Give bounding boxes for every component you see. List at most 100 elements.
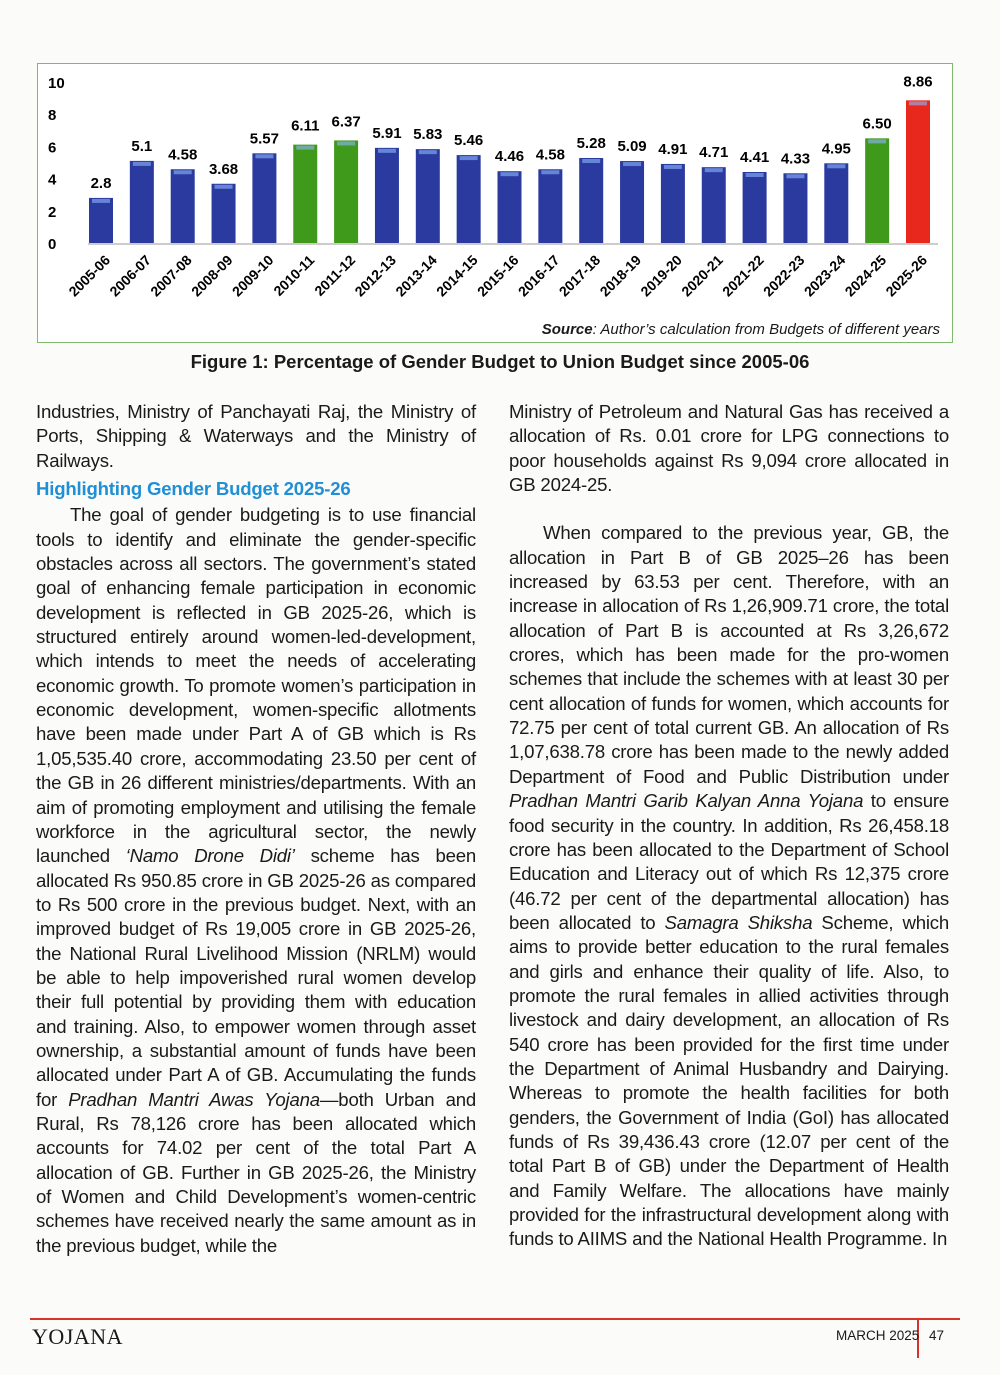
x-tick-label: 2018-19 <box>597 252 645 300</box>
italic-text: Samagra Shiksha <box>664 911 813 933</box>
footer-divider <box>30 1318 960 1320</box>
x-tick-label: 2010-11 <box>270 252 317 299</box>
bar-highlight <box>214 184 233 189</box>
bar-value-label: 4.33 <box>781 150 810 167</box>
left-column: Industries, Ministry of Panchayati Raj, … <box>36 400 476 1258</box>
text-segment: —both Urban and Rural, Rs 78,126 crore h… <box>36 1088 476 1256</box>
bar <box>620 161 645 243</box>
bar-value-label: 5.28 <box>577 135 606 152</box>
x-tick-label: 2015-16 <box>474 252 522 300</box>
bar-value-label: 4.91 <box>658 141 687 158</box>
bar <box>865 138 890 243</box>
x-tick-label: 2005-06 <box>65 252 113 300</box>
bar <box>906 100 930 243</box>
source-label: Source <box>541 321 593 338</box>
bar-highlight <box>582 158 601 163</box>
italic-text: Pradhan Mantri Awas Yojana <box>68 1088 320 1110</box>
bar-value-label: 4.71 <box>699 144 728 161</box>
bar-value-label: 5.09 <box>617 138 646 155</box>
bar <box>497 171 522 243</box>
x-tick-label: 2007-08 <box>147 252 195 300</box>
paragraph: Ministry of Petroleum and Natural Gas ha… <box>509 400 949 497</box>
x-tick-label: 2017-18 <box>556 252 604 300</box>
bar-highlight <box>827 164 846 169</box>
bar-highlight <box>418 150 437 155</box>
bar-value-label: 4.41 <box>740 149 769 166</box>
bar-highlight <box>132 161 151 166</box>
bar-highlight <box>745 172 764 177</box>
bar-value-label: 3.68 <box>209 161 238 178</box>
bar-value-label: 8.86 <box>903 73 932 90</box>
bar <box>783 173 808 243</box>
italic-text: Pradhan Mantri Garib Kalyan Anna Yojana <box>509 790 864 812</box>
section-heading: Highlighting Gender Budget 2025-26 <box>36 478 351 500</box>
x-tick-label: 2006-07 <box>106 252 154 300</box>
y-tick-label: 2 <box>48 204 56 221</box>
x-tick-label: 2022-23 <box>760 252 808 300</box>
bar-highlight <box>786 174 805 179</box>
bar <box>415 149 440 243</box>
bar-highlight <box>459 156 478 161</box>
bar-value-label: 5.83 <box>413 126 442 143</box>
source-text: : Author’s calculation from Budgets of d… <box>592 321 940 338</box>
bar-highlight <box>500 172 519 177</box>
x-tick-label: 2023-24 <box>801 252 849 300</box>
bar <box>538 169 563 243</box>
bar <box>293 144 318 243</box>
text-segment: Industries, Ministry of Panchayati Raj, … <box>36 401 476 471</box>
figure-caption: Figure 1: Percentage of Gender Budget to… <box>190 351 810 372</box>
bar <box>701 167 726 243</box>
bar <box>170 169 195 243</box>
bar-highlight <box>623 162 642 167</box>
y-tick-label: 6 <box>48 139 56 156</box>
text-segment: scheme has been allocated Rs 950.85 cror… <box>36 845 477 1110</box>
bar <box>211 183 236 243</box>
paragraph: The goal of gender budgeting is to use f… <box>36 503 476 1258</box>
bar <box>660 163 685 243</box>
x-tick-label: 2012-13 <box>351 252 399 300</box>
x-tick-label: 2025-26 <box>882 252 930 300</box>
bar <box>579 157 604 243</box>
x-tick-label: 2011-12 <box>311 252 358 299</box>
bar <box>742 171 767 243</box>
text-segment: When compared to the previous year, GB, … <box>509 522 949 787</box>
bar-value-label: 5.1 <box>131 138 152 155</box>
paragraph: Industries, Ministry of Panchayati Raj, … <box>36 400 476 473</box>
x-tick-label: 2009-10 <box>229 252 277 300</box>
bar <box>129 160 154 243</box>
x-tick-label: 2016-17 <box>515 252 563 300</box>
bar-value-label: 4.95 <box>822 140 851 157</box>
x-tick-label: 2021-22 <box>719 252 767 300</box>
bar <box>89 197 113 243</box>
bar-chart: 0 2 4 6 8 10 2.8 2005-06 5.1 2006-07 4.58 2007-08 3.… <box>37 63 953 343</box>
page-number: 47 <box>929 1328 945 1343</box>
chart-canvas: 0 2 4 6 8 10 2.8 2005-06 5.1 2006-07 4.58 2007-08 3.… <box>48 73 938 300</box>
bar-highlight <box>909 101 927 106</box>
y-tick-label: 4 <box>48 172 57 189</box>
bar-highlight <box>337 141 356 146</box>
text-segment: to ensure food security in the country. … <box>509 790 949 933</box>
bar-value-label: 5.57 <box>250 130 279 147</box>
bar <box>374 147 399 243</box>
bar-value-label: 4.46 <box>495 148 524 165</box>
text-segment: Ministry of Petroleum and Natural Gas ha… <box>509 401 949 496</box>
bar-highlight <box>296 145 315 150</box>
text-segment: The goal of gender budgeting is to use f… <box>36 504 476 867</box>
bar-value-label: 5.46 <box>454 132 483 149</box>
bar-value-label: 6.11 <box>291 118 319 135</box>
bar-highlight <box>704 168 723 173</box>
bar-highlight <box>173 170 192 175</box>
bar-highlight <box>92 198 110 203</box>
bar-value-label: 4.58 <box>536 146 565 163</box>
x-tick-label: 2019-20 <box>637 252 685 300</box>
bar-highlight <box>377 148 396 153</box>
bar-highlight <box>663 164 682 169</box>
bar-highlight <box>868 139 887 144</box>
bar-value-label: 5.91 <box>372 125 401 142</box>
chart-source: Source: Author’s calculation from Budget… <box>542 321 940 338</box>
bar-value-label: 6.37 <box>331 113 360 130</box>
paragraph: When compared to the previous year, GB, … <box>509 521 949 1251</box>
bar <box>824 163 849 243</box>
x-tick-label: 2024-25 <box>842 252 890 300</box>
